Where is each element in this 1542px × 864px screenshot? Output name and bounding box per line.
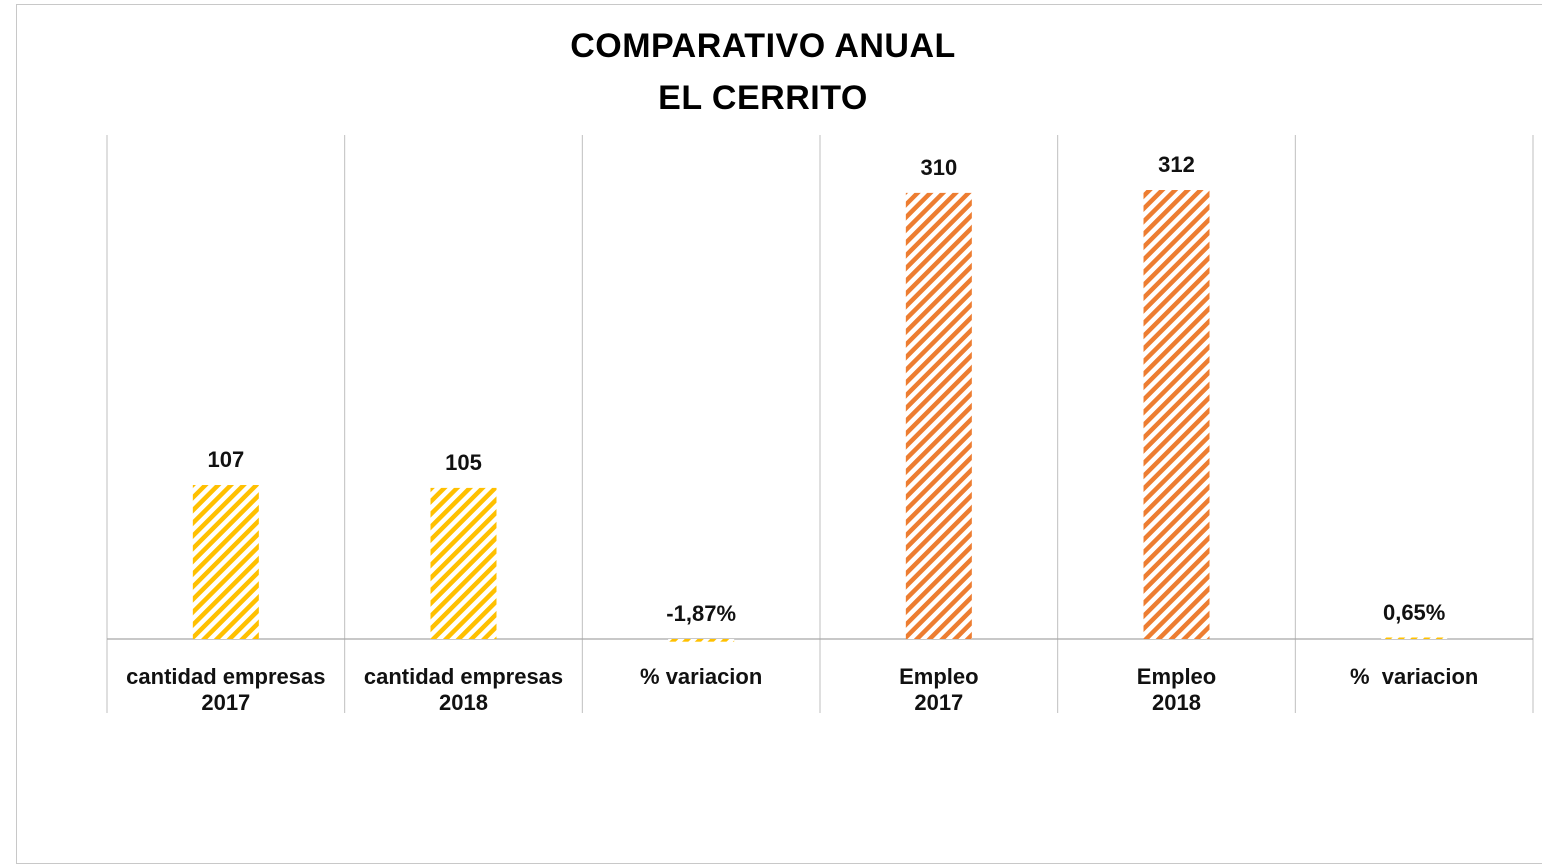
chart-frame <box>16 4 1542 864</box>
data-label: 107 <box>207 447 244 472</box>
category-tick-label: 2017 <box>201 690 250 715</box>
category-tick-label: cantidad empresas <box>126 664 325 689</box>
data-label: 312 <box>1158 152 1195 177</box>
data-label: 105 <box>445 450 482 475</box>
category-tick-label: 2018 <box>439 690 488 715</box>
bar <box>430 487 497 639</box>
category-tick-label: Empleo <box>899 664 978 689</box>
category-tick-label: 2018 <box>1152 690 1201 715</box>
bar <box>905 192 972 639</box>
data-label: -1,87% <box>666 601 736 626</box>
bar <box>668 639 735 642</box>
category-tick-label: % variacion <box>1350 664 1478 689</box>
bar <box>192 485 259 639</box>
data-label: 0,65% <box>1383 600 1445 625</box>
chart-title: COMPARATIVO ANUAL EL CERRITO <box>0 20 1526 124</box>
category-tick-label: 2017 <box>914 690 963 715</box>
chart-title-line-2: EL CERRITO <box>658 79 868 117</box>
data-label: 310 <box>920 155 957 180</box>
category-tick-label: cantidad empresas <box>364 664 563 689</box>
bar <box>1381 637 1448 639</box>
category-tick-label: % variacion <box>640 664 762 689</box>
category-tick-label: Empleo <box>1137 664 1216 689</box>
bar <box>1143 190 1210 639</box>
chart-title-line-1: COMPARATIVO ANUAL <box>570 27 956 65</box>
